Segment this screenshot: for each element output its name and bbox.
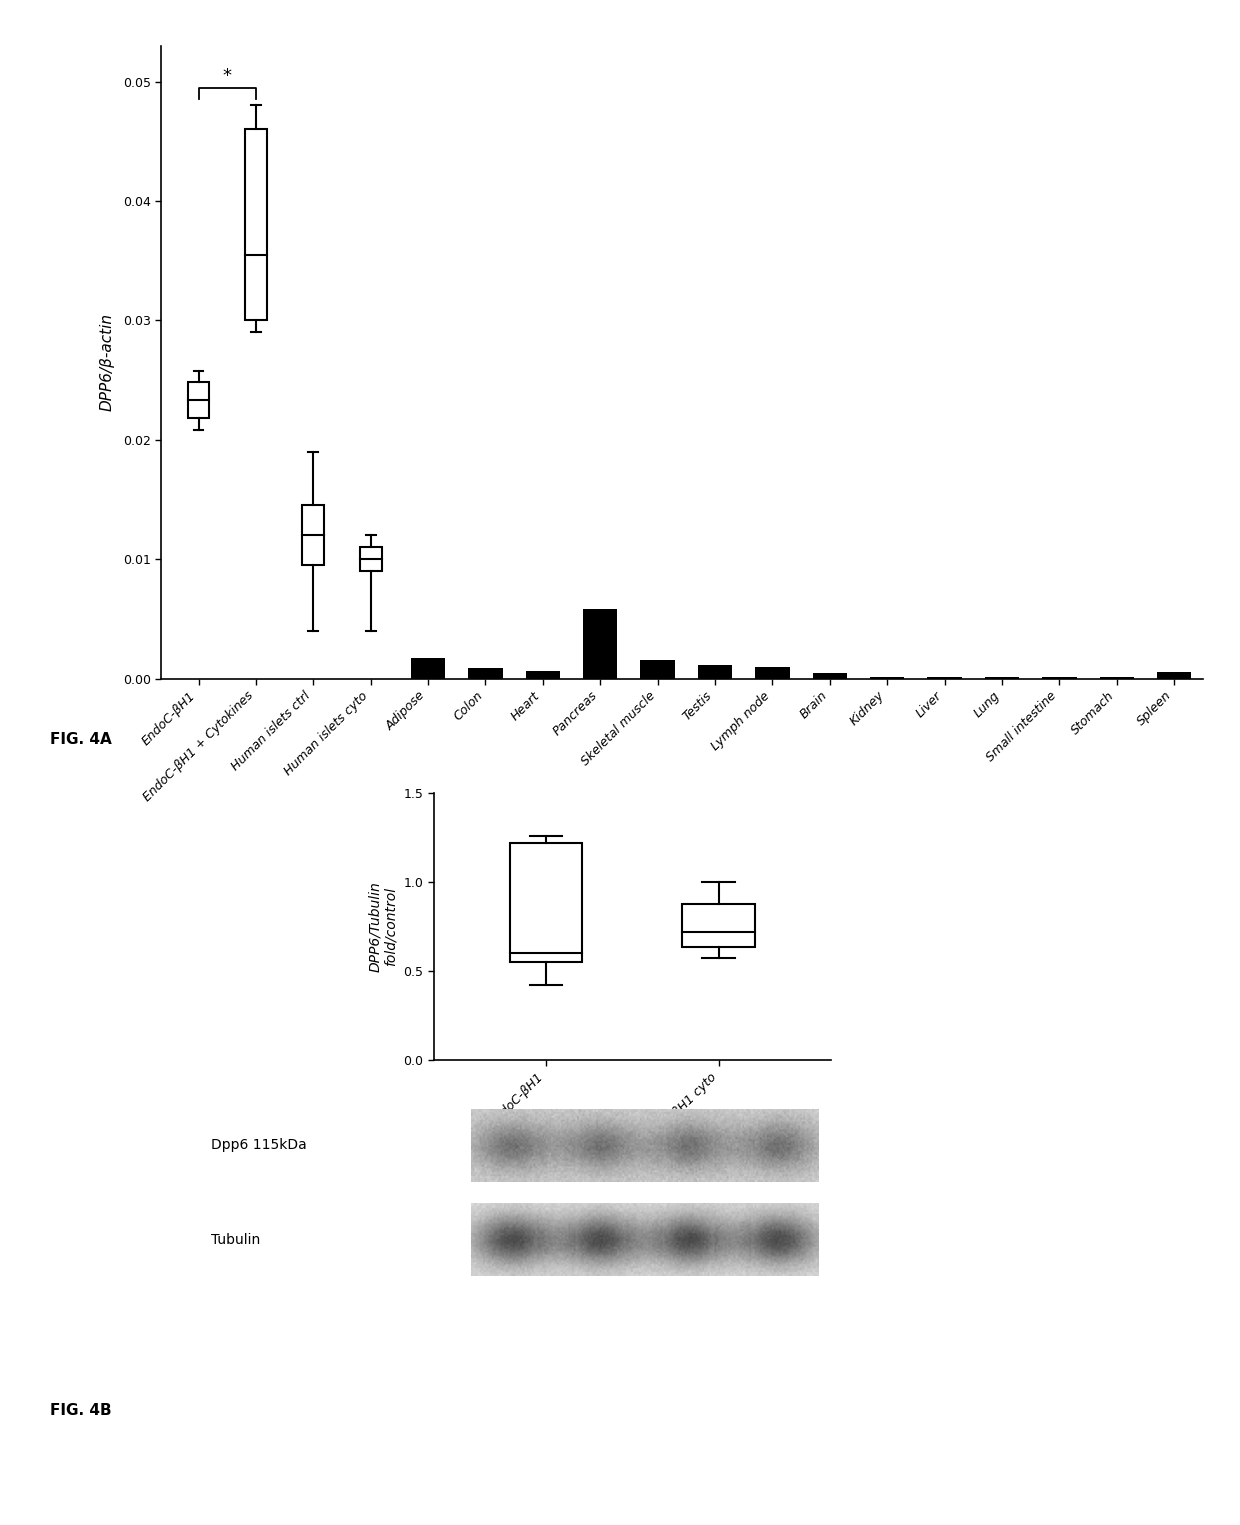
Bar — [640, 660, 675, 679]
Bar — [583, 608, 618, 679]
Bar — [928, 677, 962, 679]
Bar — [526, 671, 560, 679]
Bar — [870, 677, 904, 679]
Bar — [410, 657, 445, 679]
Bar — [755, 668, 790, 679]
Text: Tubulin: Tubulin — [211, 1232, 260, 1247]
Bar — [360, 547, 382, 572]
Bar — [698, 665, 732, 679]
Bar — [469, 668, 502, 679]
Bar — [510, 843, 583, 962]
Bar — [1100, 677, 1133, 679]
Bar — [985, 677, 1019, 679]
Y-axis label: DPP6/β-actin: DPP6/β-actin — [99, 313, 114, 412]
Bar — [682, 904, 755, 947]
Bar — [303, 505, 324, 566]
Text: FIG. 4B: FIG. 4B — [50, 1403, 112, 1418]
Text: *: * — [223, 67, 232, 85]
Bar — [812, 673, 847, 679]
Bar — [1042, 677, 1076, 679]
Bar — [1157, 673, 1192, 679]
Text: Dpp6 115kDa: Dpp6 115kDa — [211, 1138, 306, 1153]
Y-axis label: DPP6/Tubulin
fold/control: DPP6/Tubulin fold/control — [368, 881, 398, 971]
Bar — [246, 130, 267, 320]
Bar — [187, 383, 210, 418]
Text: FIG. 4A: FIG. 4A — [50, 732, 112, 747]
